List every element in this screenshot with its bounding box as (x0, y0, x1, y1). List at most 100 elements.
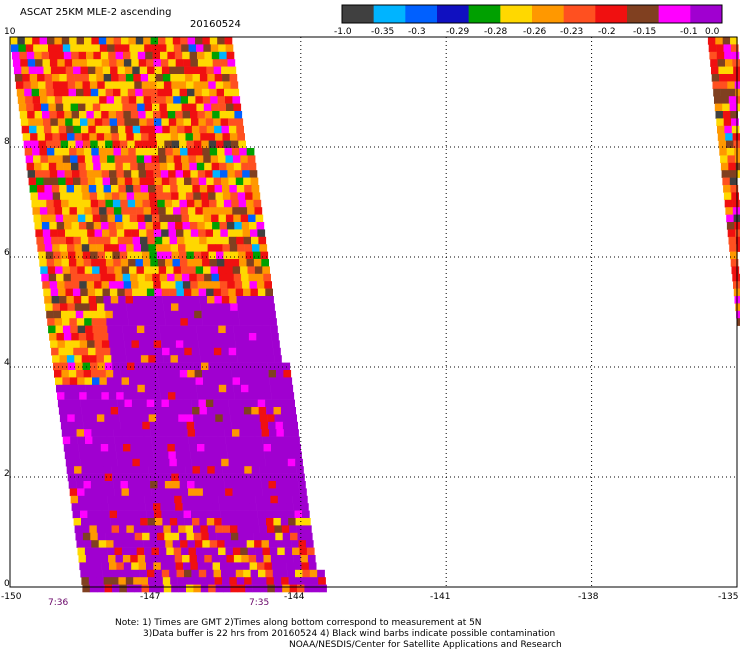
swath-cell (160, 170, 169, 178)
swath-cell (45, 81, 54, 90)
swath-cell (259, 466, 267, 474)
swath-cell (162, 518, 171, 526)
swath-cell (171, 303, 179, 312)
swath-cell (118, 407, 126, 415)
swath-cell (183, 170, 191, 178)
swath-cell (191, 118, 199, 127)
swath-cell (217, 148, 225, 156)
swath-cell (199, 347, 207, 356)
swath-cell (206, 236, 215, 245)
swath-cell (241, 162, 249, 171)
swath-cell (116, 503, 124, 511)
swath-cell (74, 74, 82, 82)
swath-cell (155, 518, 163, 526)
swath-cell (254, 318, 263, 326)
swath-cell (286, 451, 295, 460)
swath-cell (128, 96, 137, 104)
swath-cell (161, 569, 170, 578)
swath-cell (723, 118, 732, 127)
swath-cell (237, 473, 246, 482)
swath-cell (117, 347, 126, 356)
swath-cell (145, 444, 153, 452)
swath-cell (156, 140, 165, 149)
swath-cell (297, 584, 305, 593)
swath-cell (159, 555, 168, 563)
swath-cell (319, 584, 327, 593)
swath-cell (276, 429, 285, 437)
swath-cell (46, 88, 55, 97)
swath-cell (176, 229, 184, 238)
swath-cell (184, 458, 192, 467)
swath-cell (217, 488, 226, 497)
swath-cell (71, 281, 80, 289)
swath-cell (122, 384, 131, 393)
swath-cell (213, 66, 222, 75)
swath-cell (172, 88, 180, 97)
swath-cell (144, 155, 152, 164)
swath-cell (279, 562, 287, 571)
swath-cell (130, 222, 139, 230)
swath-cell (155, 74, 164, 82)
swath-cell (186, 251, 195, 260)
swath-cell (149, 310, 158, 319)
swath-cell (102, 177, 111, 186)
swath-cell (111, 303, 120, 312)
swath-cell (69, 37, 77, 45)
swath-cell (75, 251, 84, 260)
swath-cell (230, 81, 239, 90)
swath-cell (228, 347, 237, 356)
swath-cell (84, 429, 92, 437)
swath-cell (247, 318, 255, 326)
swath-cell (109, 340, 117, 349)
swath-cell (246, 370, 255, 378)
swath-cell (125, 125, 133, 134)
swath-cell (282, 584, 290, 593)
swath-cell (230, 251, 239, 260)
swath-cell (225, 436, 234, 445)
swath-cell (40, 266, 48, 275)
swath-cell (147, 458, 155, 467)
swath-cell (78, 333, 87, 341)
swath-cell (200, 303, 209, 312)
swath-cell (126, 525, 135, 534)
swath-cell (61, 429, 70, 437)
swath-cell (145, 333, 153, 341)
swath-cell (111, 192, 120, 201)
swath-cell (208, 584, 216, 593)
swath-cell (85, 273, 94, 282)
swath-cell (161, 118, 170, 127)
swath-cell (109, 510, 118, 519)
swath-cell (51, 74, 60, 82)
swath-cell (290, 421, 298, 430)
swath-cell (121, 207, 129, 215)
swath-cell (222, 244, 231, 252)
swath-cell (66, 355, 75, 363)
swath-cell (59, 133, 68, 141)
swath-cell (103, 296, 112, 304)
swath-cell (71, 444, 79, 452)
swath-cell (179, 421, 187, 430)
swath-cell (168, 281, 176, 289)
swath-cell (46, 148, 55, 156)
swath-cell (185, 244, 194, 252)
swath-cell (122, 103, 131, 112)
swath-cell (717, 125, 725, 134)
swath-cell (192, 244, 201, 252)
swath-cell (301, 503, 309, 511)
swath-cell (219, 333, 227, 341)
swath-cell (96, 244, 105, 252)
swath-cell (165, 318, 174, 326)
swath-cell (255, 325, 263, 334)
swath-cell (234, 444, 242, 452)
swath-cell (41, 273, 49, 282)
swath-cell (186, 140, 195, 149)
swath-cell (267, 362, 276, 371)
swath-cell (66, 125, 74, 134)
swath-cell (214, 407, 222, 415)
swath-cell (248, 555, 257, 563)
swath-cell (137, 51, 146, 60)
swath-cell (35, 229, 44, 238)
swath-cell (18, 44, 27, 53)
swath-cell (152, 495, 160, 504)
swath-cell (51, 236, 59, 245)
